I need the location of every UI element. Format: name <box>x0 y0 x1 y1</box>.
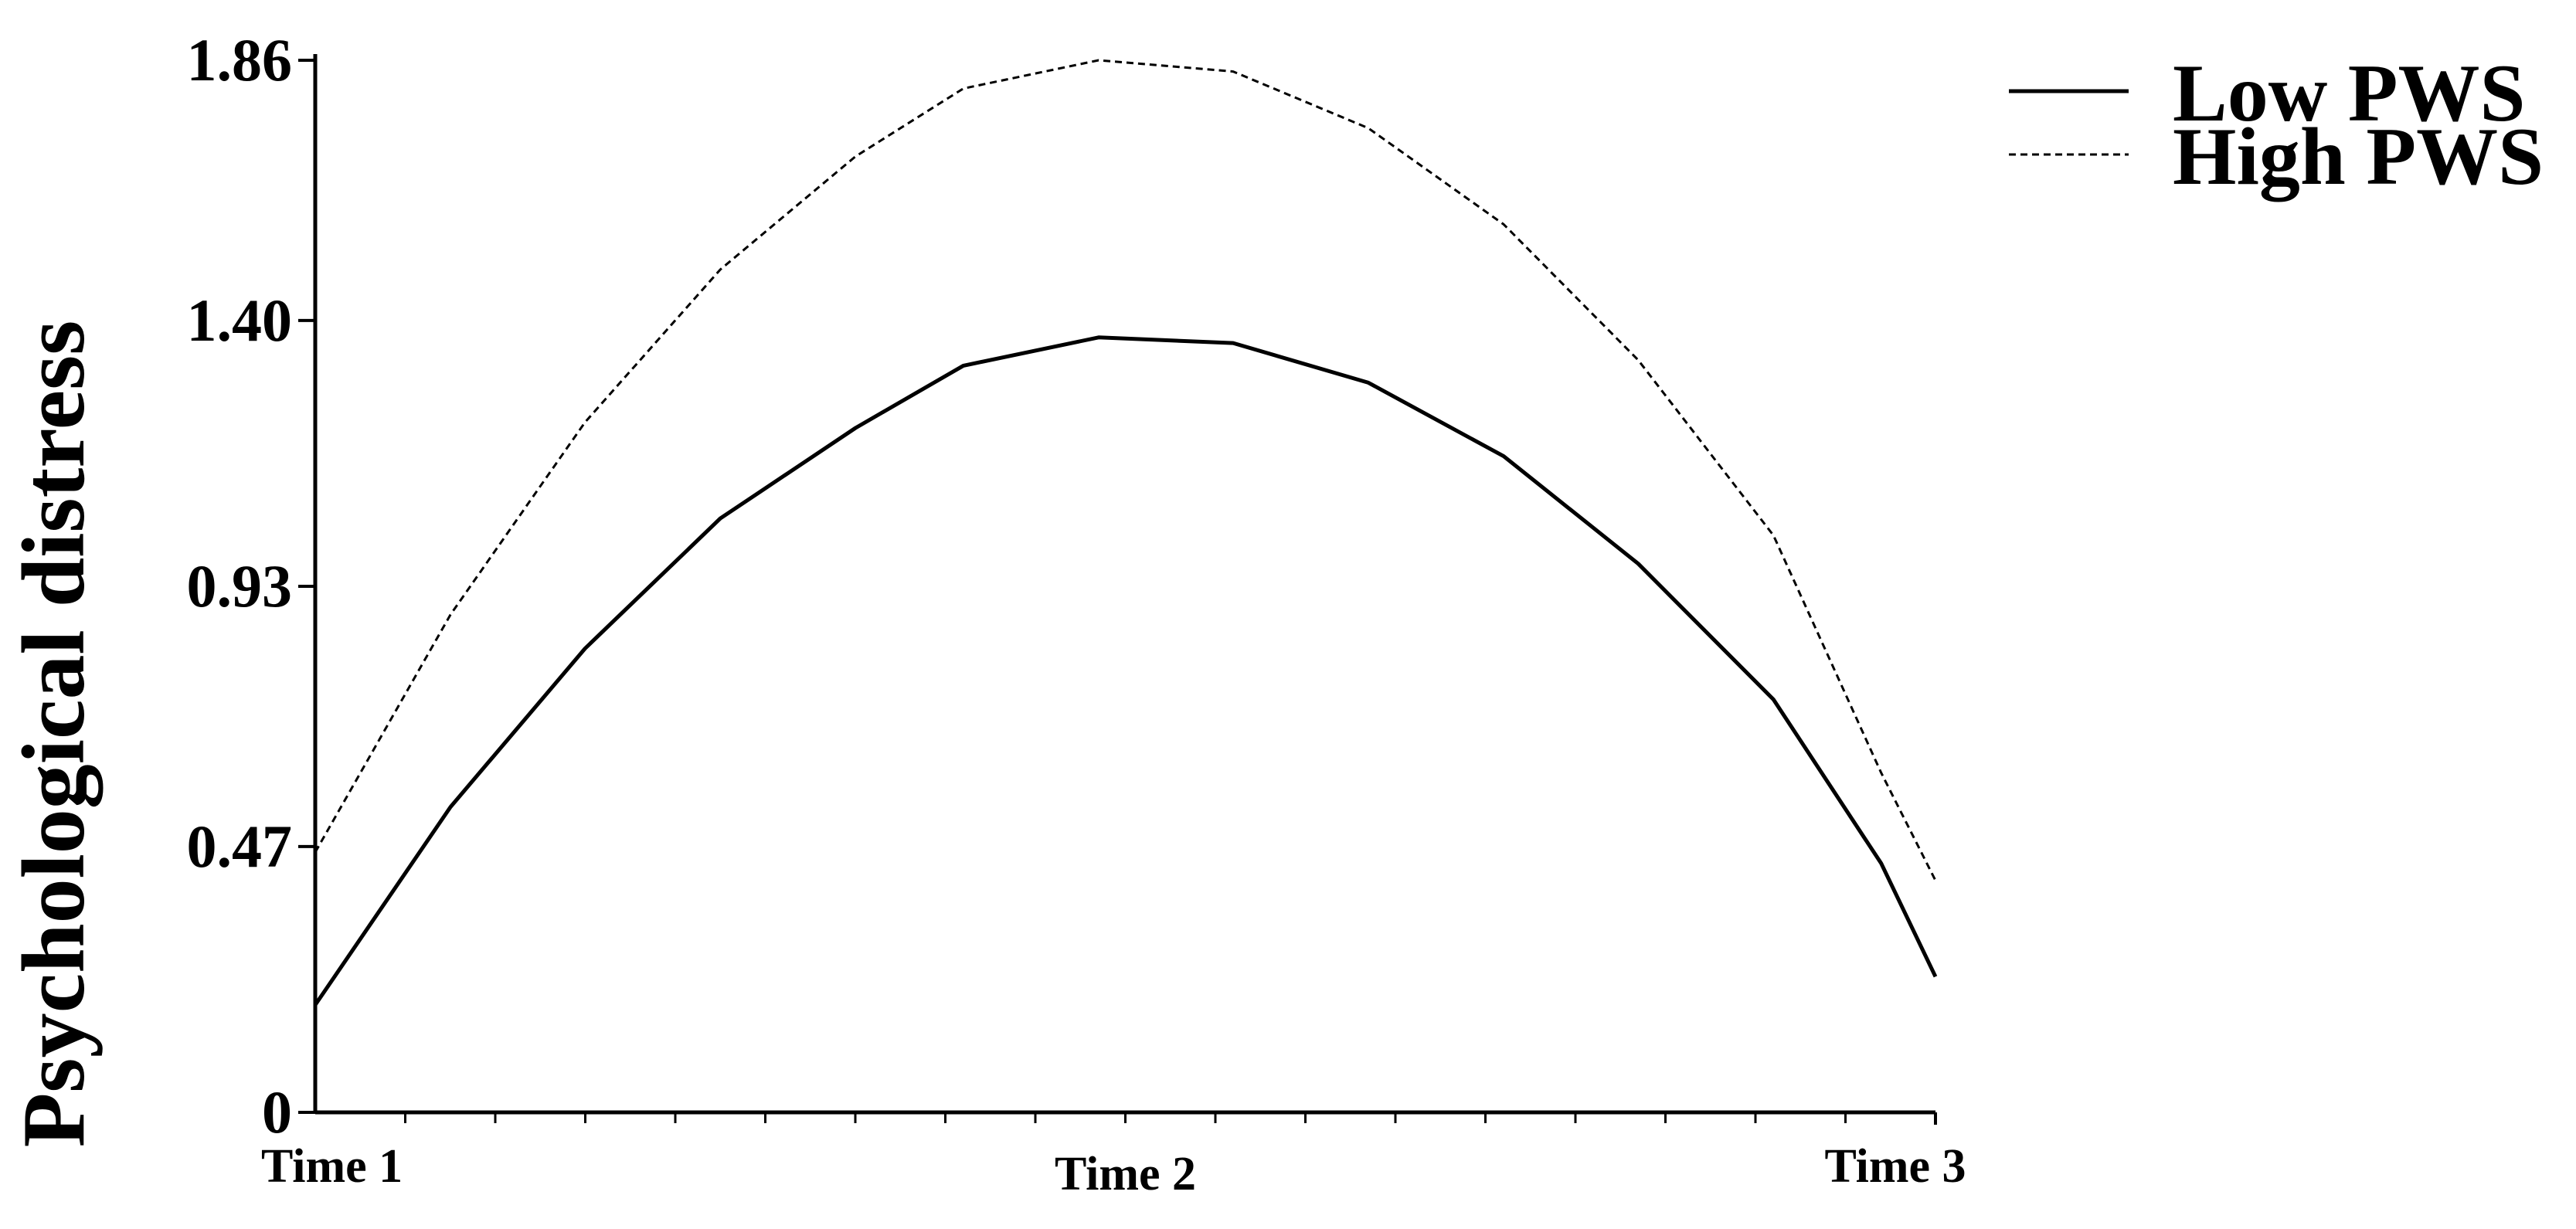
y-axis-title: Psychological distress <box>5 321 104 1148</box>
legend-label: High PWS <box>2173 111 2544 202</box>
series-line-low-pws <box>313 335 1938 1007</box>
y-tick-label: 0 <box>262 1078 292 1146</box>
x-tick-label: Time 3 <box>1824 1140 1966 1193</box>
x-tick-label: Time 1 <box>261 1140 403 1193</box>
plot-area <box>313 59 1938 1007</box>
legend-label: Low PWS <box>2173 48 2525 138</box>
y-tick-label: 1.86 <box>187 26 293 93</box>
y-tick-label: 1.40 <box>187 287 293 354</box>
axes: 0 0.47 0.93 1.40 1.86 Time 1 Time 2 Time 3 <box>187 26 1966 1200</box>
x-tick-label: Time 2 <box>1055 1148 1196 1200</box>
y-tick-label: 0.93 <box>187 552 293 620</box>
y-tick-label: 0.47 <box>187 813 293 880</box>
series-line-high-pws <box>314 59 1937 881</box>
